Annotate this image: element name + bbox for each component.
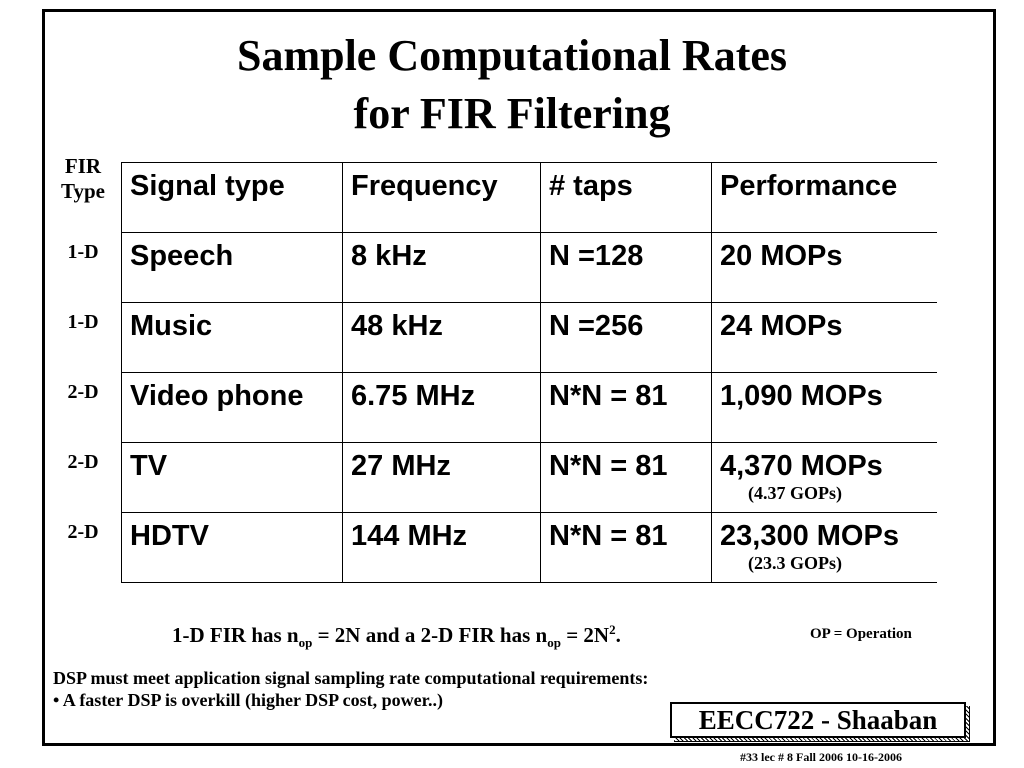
- table-row: Speech 8 kHz N =128 20 MOPs: [121, 232, 937, 303]
- cell-frequency: 48 kHz: [342, 302, 541, 373]
- cell-performance: 23,300 MOPs (23.3 GOPs): [711, 512, 937, 583]
- cell-taps: N*N = 81: [540, 372, 712, 443]
- header-taps: # taps: [540, 162, 712, 233]
- requirement-bullet: • A faster DSP is overkill (higher DSP c…: [53, 690, 443, 710]
- cell-performance-note: (4.37 GOPs): [748, 483, 842, 503]
- badge-label: EECC722 - Shaaban: [670, 702, 966, 738]
- fir-type-header-line2: Type: [61, 179, 105, 203]
- cell-performance: 4,370 MOPs (4.37 GOPs): [711, 442, 937, 513]
- fir-type-row-2: 1-D: [67, 311, 99, 333]
- cell-frequency: 8 kHz: [342, 232, 541, 303]
- cell-signal: HDTV: [121, 512, 343, 583]
- table-header-row: Signal type Frequency # taps Performance: [121, 162, 937, 233]
- course-badge: EECC722 - Shaaban: [670, 702, 970, 742]
- fir-type-row-3: 2-D: [67, 381, 99, 403]
- nop-formula: 1-D FIR has nop = 2N and a 2-D FIR has n…: [172, 622, 621, 651]
- cell-frequency: 27 MHz: [342, 442, 541, 513]
- slide-frame: [42, 9, 996, 746]
- requirement-line: DSP must meet application signal samplin…: [53, 668, 649, 688]
- fir-type-row-1: 1-D: [67, 241, 99, 263]
- header-frequency: Frequency: [342, 162, 541, 233]
- header-performance: Performance: [711, 162, 937, 233]
- cell-performance-note: (23.3 GOPs): [748, 553, 842, 573]
- slide-footer: #33 lec # 8 Fall 2006 10-16-2006: [740, 750, 902, 764]
- cell-taps: N*N = 81: [540, 442, 712, 513]
- fir-type-row-4: 2-D: [67, 451, 99, 473]
- header-signal-type: Signal type: [121, 162, 343, 233]
- slide-title-line2: for FIR Filtering: [353, 89, 671, 138]
- cell-signal: Video phone: [121, 372, 343, 443]
- fir-rates-table: Signal type Frequency # taps Performance…: [121, 162, 937, 583]
- cell-taps: N*N = 81: [540, 512, 712, 583]
- cell-signal: TV: [121, 442, 343, 513]
- fir-type-header: FIR Type: [52, 154, 114, 204]
- slide-title-line1: Sample Computational Rates: [236, 31, 788, 80]
- fir-type-row-5: 2-D: [67, 521, 99, 543]
- dsp-requirements: DSP must meet application signal samplin…: [53, 667, 648, 711]
- op-definition-note: OP = Operation: [810, 626, 912, 642]
- table-row: TV 27 MHz N*N = 81 4,370 MOPs (4.37 GOPs): [121, 442, 937, 513]
- cell-frequency: 144 MHz: [342, 512, 541, 583]
- cell-taps: N =256: [540, 302, 712, 373]
- cell-performance: 1,090 MOPs: [711, 372, 937, 443]
- cell-taps: N =128: [540, 232, 712, 303]
- table-row: HDTV 144 MHz N*N = 81 23,300 MOPs (23.3 G…: [121, 512, 937, 583]
- cell-performance: 24 MOPs: [711, 302, 937, 373]
- table-row: Music 48 kHz N =256 24 MOPs: [121, 302, 937, 373]
- fir-type-header-line1: FIR: [64, 154, 102, 178]
- table-row: Video phone 6.75 MHz N*N = 81 1,090 MOPs: [121, 372, 937, 443]
- cell-performance: 20 MOPs: [711, 232, 937, 303]
- cell-signal: Speech: [121, 232, 343, 303]
- cell-frequency: 6.75 MHz: [342, 372, 541, 443]
- cell-signal: Music: [121, 302, 343, 373]
